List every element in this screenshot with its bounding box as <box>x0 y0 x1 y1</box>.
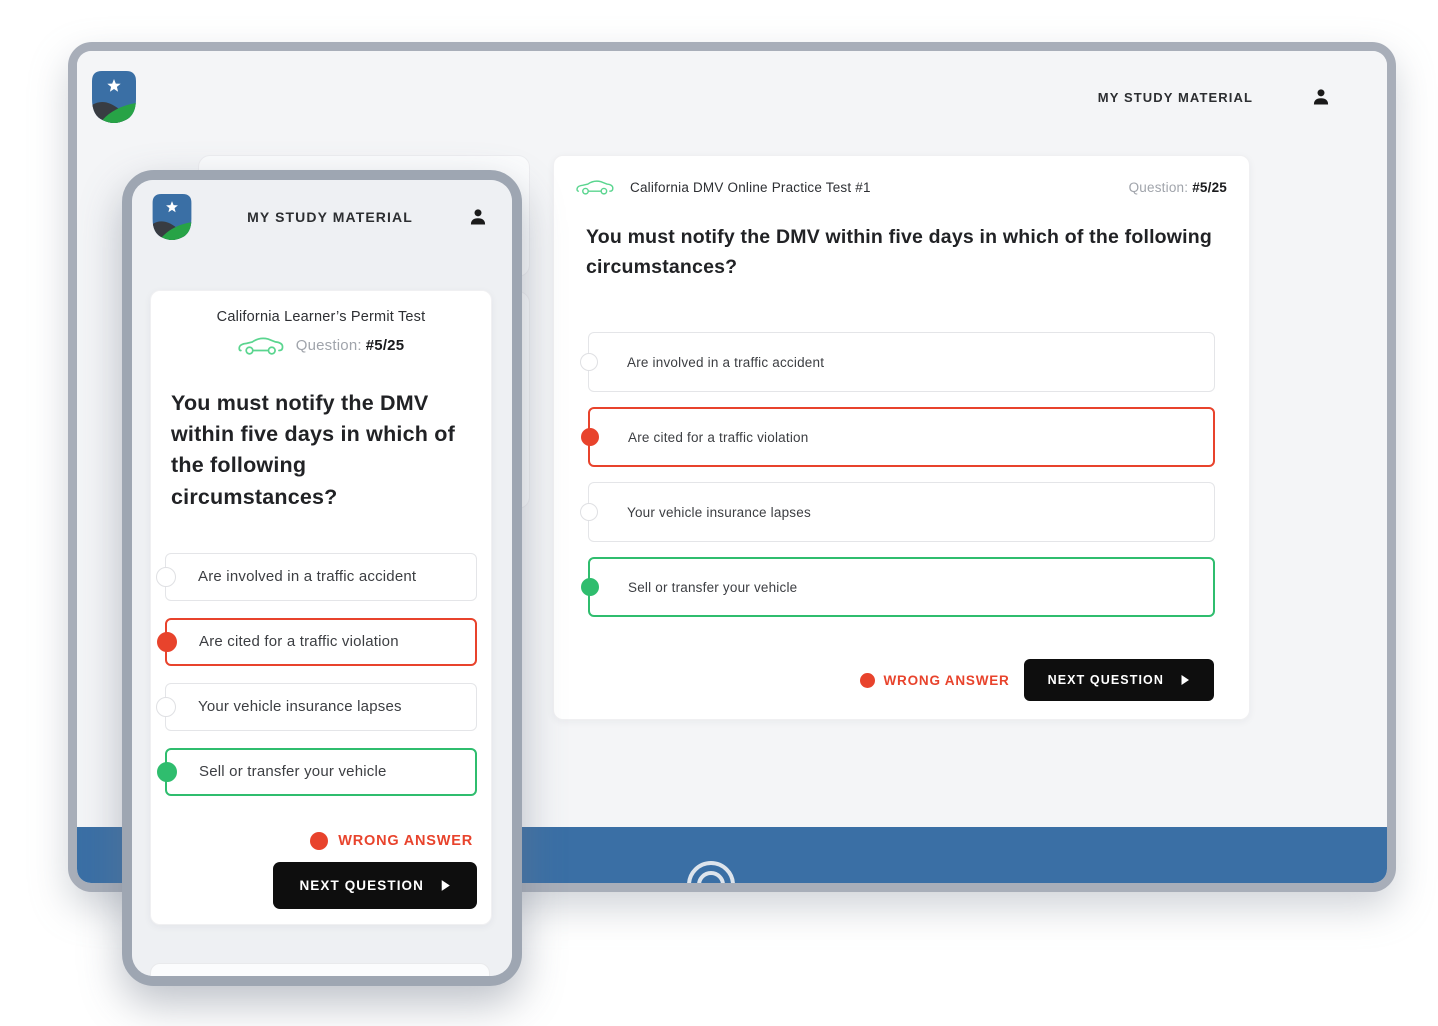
option-label: Sell or transfer your vehicle <box>628 579 798 595</box>
play-icon <box>1181 675 1189 686</box>
radio-indicator <box>580 503 598 522</box>
car-icon <box>576 180 614 195</box>
question-text: You must notify the DMV within five days… <box>586 226 1213 279</box>
question-card-header: California DMV Online Practice Test #1 Q… <box>576 178 1227 196</box>
radio-indicator <box>580 353 598 372</box>
next-question-label: NEXT QUESTION <box>1047 673 1164 688</box>
phone-app-header: MY STUDY MATERIAL <box>132 180 512 240</box>
question-progress-text: Question: #5/25 <box>296 337 405 354</box>
phone-mockup: MY STUDY MATERIAL California Learner’s P… <box>122 170 522 986</box>
option-label: Sell or transfer your vehicle <box>199 763 387 781</box>
button-row: NEXT QUESTION <box>165 861 477 909</box>
question-card: California Learner’s Permit Test Questio… <box>150 290 492 925</box>
brand-logo-icon[interactable] <box>91 71 137 123</box>
option-label: Are cited for a traffic violation <box>199 633 399 651</box>
answer-option[interactable]: Your vehicle insurance lapses <box>156 682 477 731</box>
answer-option[interactable]: Are involved in a traffic accident <box>580 332 1215 393</box>
answer-options: Are involved in a traffic accident Are c… <box>580 332 1215 618</box>
answer-option[interactable]: Are involved in a traffic accident <box>156 552 477 601</box>
wrong-answer-dot-icon <box>310 831 329 850</box>
radio-indicator <box>156 696 176 717</box>
wrong-answer-feedback: WRONG ANSWER <box>859 672 1024 688</box>
nav-study-material-link[interactable]: MY STUDY MATERIAL <box>247 209 413 225</box>
next-question-button[interactable]: NEXT QUESTION <box>1023 659 1214 702</box>
user-icon[interactable] <box>468 207 488 227</box>
user-icon[interactable] <box>1311 87 1331 107</box>
answer-option[interactable]: Are cited for a traffic violation <box>581 407 1215 468</box>
question-text: You must notify the DMV within five days… <box>171 391 455 509</box>
question-label: Question: <box>1128 179 1189 195</box>
question-progress: Question: #5/25 <box>165 335 477 356</box>
option-label: Are cited for a traffic violation <box>628 429 809 445</box>
answer-option[interactable]: Sell or transfer your vehicle <box>157 747 477 796</box>
test-title: California Learner’s Permit Test <box>216 309 426 325</box>
next-question-button[interactable]: NEXT QUESTION <box>273 861 477 909</box>
radio-indicator <box>581 578 599 597</box>
answer-option[interactable]: Are cited for a traffic violation <box>157 617 477 666</box>
question-number: #5/25 <box>365 337 405 354</box>
next-question-label: NEXT QUESTION <box>299 877 424 893</box>
phone-screen: MY STUDY MATERIAL California Learner’s P… <box>132 180 512 976</box>
radio-indicator <box>157 631 177 652</box>
play-icon <box>441 879 450 891</box>
car-icon <box>238 337 284 355</box>
radio-indicator <box>156 566 176 587</box>
radio-indicator <box>157 761 177 782</box>
option-label: Your vehicle insurance lapses <box>198 698 402 716</box>
option-label: Are involved in a traffic accident <box>198 568 417 586</box>
next-card-peek <box>150 963 490 976</box>
brand-logo-icon[interactable] <box>152 194 192 240</box>
answer-option[interactable]: Sell or transfer your vehicle <box>581 557 1215 618</box>
answer-options: Are involved in a traffic accident Are c… <box>156 552 477 796</box>
question-number: #5/25 <box>1192 179 1227 195</box>
result-row: WRONG ANSWER NEXT QUESTION <box>554 659 1214 702</box>
answer-option[interactable]: Your vehicle insurance lapses <box>580 482 1215 543</box>
nav-study-material-link[interactable]: MY STUDY MATERIAL <box>1097 89 1253 105</box>
wrong-answer-feedback: WRONG ANSWER <box>165 831 473 850</box>
test-title: California DMV Online Practice Test #1 <box>630 179 871 195</box>
radio-indicator <box>581 428 599 447</box>
question-label: Question: <box>295 337 362 354</box>
wrong-answer-dot-icon <box>859 672 875 688</box>
question-card: California DMV Online Practice Test #1 Q… <box>553 155 1250 720</box>
app-header: MY STUDY MATERIAL <box>77 51 1387 143</box>
wrong-answer-label: WRONG ANSWER <box>883 672 1010 688</box>
question-progress: Question: #5/25 <box>1129 180 1227 195</box>
option-label: Are involved in a traffic accident <box>627 354 825 370</box>
option-label: Your vehicle insurance lapses <box>627 504 811 520</box>
wrong-answer-label: WRONG ANSWER <box>338 832 473 849</box>
footer-logo-arcs-icon <box>681 858 741 883</box>
